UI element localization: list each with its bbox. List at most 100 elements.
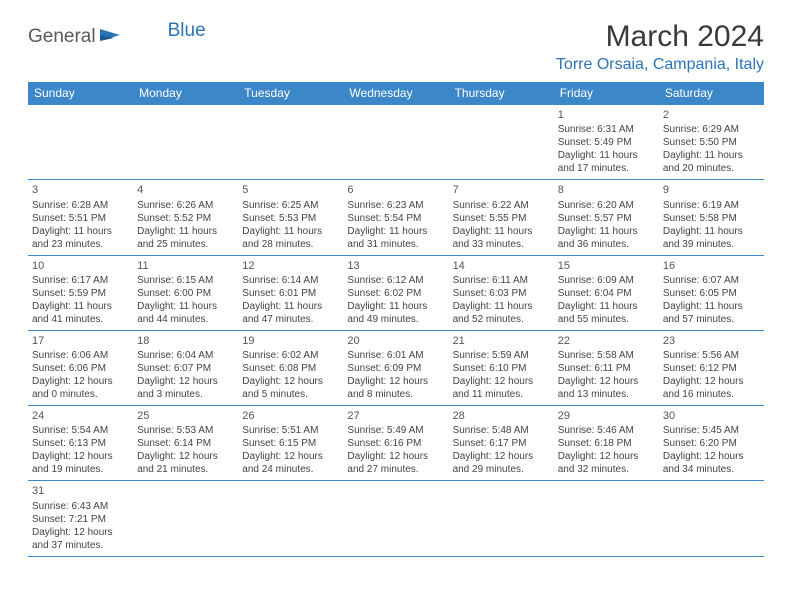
daylight-line-2: and 37 minutes.	[32, 539, 129, 552]
sunset-line: Sunset: 6:05 PM	[663, 287, 760, 300]
sunrise-line: Sunrise: 5:46 AM	[558, 424, 655, 437]
calendar-cell: 29Sunrise: 5:46 AMSunset: 6:18 PMDayligh…	[554, 406, 659, 481]
daylight-line-1: Daylight: 11 hours	[558, 300, 655, 313]
daylight-line-2: and 49 minutes.	[347, 313, 444, 326]
sunset-line: Sunset: 6:02 PM	[347, 287, 444, 300]
sunrise-line: Sunrise: 6:01 AM	[347, 349, 444, 362]
daylight-line-2: and 24 minutes.	[242, 463, 339, 476]
day-number: 25	[137, 409, 234, 423]
calendar-cell: 19Sunrise: 6:02 AMSunset: 6:08 PMDayligh…	[238, 330, 343, 405]
daylight-line-2: and 5 minutes.	[242, 388, 339, 401]
daylight-line-2: and 0 minutes.	[32, 388, 129, 401]
weekday-header: Tuesday	[238, 82, 343, 105]
sunrise-line: Sunrise: 6:19 AM	[663, 199, 760, 212]
daylight-line-1: Daylight: 12 hours	[32, 526, 129, 539]
day-number: 13	[347, 259, 444, 273]
day-number: 21	[453, 334, 550, 348]
logo-text-general: General	[28, 26, 96, 48]
calendar-cell: 26Sunrise: 5:51 AMSunset: 6:15 PMDayligh…	[238, 406, 343, 481]
daylight-line-1: Daylight: 12 hours	[32, 375, 129, 388]
sunset-line: Sunset: 6:18 PM	[558, 437, 655, 450]
calendar-cell: 12Sunrise: 6:14 AMSunset: 6:01 PMDayligh…	[238, 255, 343, 330]
sunset-line: Sunset: 5:55 PM	[453, 212, 550, 225]
weekday-header: Thursday	[449, 82, 554, 105]
daylight-line-1: Daylight: 12 hours	[347, 450, 444, 463]
daylight-line-1: Daylight: 12 hours	[663, 375, 760, 388]
day-number: 18	[137, 334, 234, 348]
sunrise-line: Sunrise: 5:53 AM	[137, 424, 234, 437]
sunset-line: Sunset: 6:11 PM	[558, 362, 655, 375]
calendar-cell-empty	[28, 105, 133, 180]
calendar-cell: 31Sunrise: 6:43 AMSunset: 7:21 PMDayligh…	[28, 481, 133, 556]
daylight-line-1: Daylight: 11 hours	[347, 300, 444, 313]
day-number: 30	[663, 409, 760, 423]
calendar-cell: 10Sunrise: 6:17 AMSunset: 5:59 PMDayligh…	[28, 255, 133, 330]
logo-text-blue: Blue	[168, 20, 206, 42]
calendar-cell: 9Sunrise: 6:19 AMSunset: 5:58 PMDaylight…	[659, 180, 764, 255]
calendar-body: 1Sunrise: 6:31 AMSunset: 5:49 PMDaylight…	[28, 105, 764, 557]
calendar-cell: 23Sunrise: 5:56 AMSunset: 6:12 PMDayligh…	[659, 330, 764, 405]
daylight-line-2: and 16 minutes.	[663, 388, 760, 401]
daylight-line-1: Daylight: 11 hours	[558, 149, 655, 162]
daylight-line-2: and 11 minutes.	[453, 388, 550, 401]
sunset-line: Sunset: 6:14 PM	[137, 437, 234, 450]
weekday-header: Wednesday	[343, 82, 448, 105]
daylight-line-1: Daylight: 11 hours	[558, 225, 655, 238]
sunset-line: Sunset: 6:04 PM	[558, 287, 655, 300]
sunset-line: Sunset: 6:03 PM	[453, 287, 550, 300]
day-number: 12	[242, 259, 339, 273]
calendar-cell-empty	[449, 481, 554, 556]
daylight-line-2: and 44 minutes.	[137, 313, 234, 326]
sunset-line: Sunset: 6:12 PM	[663, 362, 760, 375]
calendar-cell: 3Sunrise: 6:28 AMSunset: 5:51 PMDaylight…	[28, 180, 133, 255]
sunset-line: Sunset: 6:13 PM	[32, 437, 129, 450]
daylight-line-2: and 29 minutes.	[453, 463, 550, 476]
daylight-line-1: Daylight: 11 hours	[453, 300, 550, 313]
calendar-table: SundayMondayTuesdayWednesdayThursdayFrid…	[28, 82, 764, 557]
sunrise-line: Sunrise: 6:17 AM	[32, 274, 129, 287]
weekday-header: Saturday	[659, 82, 764, 105]
daylight-line-1: Daylight: 11 hours	[32, 300, 129, 313]
sunrise-line: Sunrise: 6:31 AM	[558, 123, 655, 136]
day-number: 29	[558, 409, 655, 423]
calendar-cell: 6Sunrise: 6:23 AMSunset: 5:54 PMDaylight…	[343, 180, 448, 255]
calendar-cell: 22Sunrise: 5:58 AMSunset: 6:11 PMDayligh…	[554, 330, 659, 405]
logo-flag-icon	[100, 27, 122, 48]
sunrise-line: Sunrise: 6:29 AM	[663, 123, 760, 136]
daylight-line-1: Daylight: 12 hours	[453, 450, 550, 463]
daylight-line-2: and 32 minutes.	[558, 463, 655, 476]
sunrise-line: Sunrise: 5:54 AM	[32, 424, 129, 437]
daylight-line-1: Daylight: 12 hours	[137, 450, 234, 463]
day-number: 23	[663, 334, 760, 348]
sunrise-line: Sunrise: 6:02 AM	[242, 349, 339, 362]
calendar-cell: 7Sunrise: 6:22 AMSunset: 5:55 PMDaylight…	[449, 180, 554, 255]
daylight-line-1: Daylight: 12 hours	[32, 450, 129, 463]
sunrise-line: Sunrise: 6:11 AM	[453, 274, 550, 287]
daylight-line-2: and 41 minutes.	[32, 313, 129, 326]
calendar-head: SundayMondayTuesdayWednesdayThursdayFrid…	[28, 82, 764, 105]
day-number: 22	[558, 334, 655, 348]
sunrise-line: Sunrise: 6:28 AM	[32, 199, 129, 212]
calendar-cell: 8Sunrise: 6:20 AMSunset: 5:57 PMDaylight…	[554, 180, 659, 255]
daylight-line-2: and 17 minutes.	[558, 162, 655, 175]
daylight-line-2: and 27 minutes.	[347, 463, 444, 476]
day-number: 27	[347, 409, 444, 423]
page-title: March 2024	[556, 20, 764, 54]
daylight-line-1: Daylight: 12 hours	[663, 450, 760, 463]
sunrise-line: Sunrise: 6:43 AM	[32, 500, 129, 513]
day-number: 19	[242, 334, 339, 348]
calendar-cell: 30Sunrise: 5:45 AMSunset: 6:20 PMDayligh…	[659, 406, 764, 481]
daylight-line-2: and 23 minutes.	[32, 238, 129, 251]
daylight-line-2: and 20 minutes.	[663, 162, 760, 175]
calendar-cell-empty	[449, 105, 554, 180]
sunrise-line: Sunrise: 6:04 AM	[137, 349, 234, 362]
page-subtitle: Torre Orsaia, Campania, Italy	[556, 56, 764, 74]
day-number: 9	[663, 183, 760, 197]
calendar-cell-empty	[659, 481, 764, 556]
day-number: 31	[32, 484, 129, 498]
day-number: 3	[32, 183, 129, 197]
sunset-line: Sunset: 6:01 PM	[242, 287, 339, 300]
daylight-line-2: and 55 minutes.	[558, 313, 655, 326]
daylight-line-1: Daylight: 11 hours	[663, 225, 760, 238]
calendar-cell: 2Sunrise: 6:29 AMSunset: 5:50 PMDaylight…	[659, 105, 764, 180]
